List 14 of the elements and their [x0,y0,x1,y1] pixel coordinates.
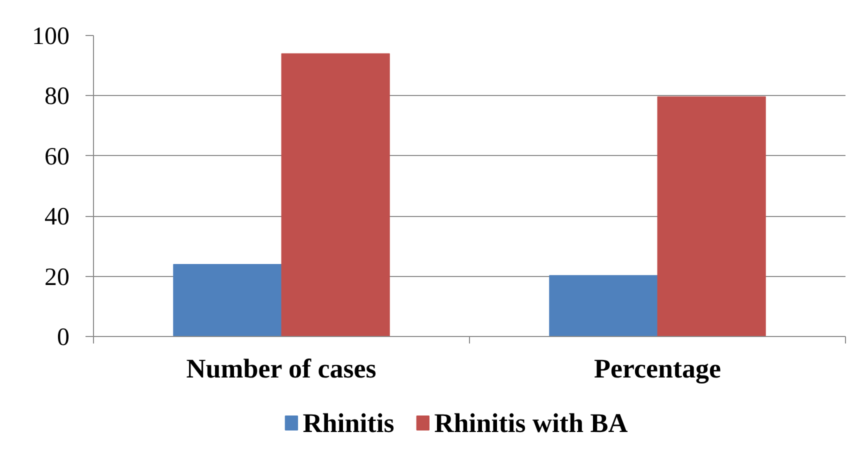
bar [173,264,282,336]
x-tick-label: Percentage [594,354,721,384]
y-tick-label: 100 [32,23,70,50]
y-tick-label: 60 [44,143,70,170]
y-tick-label: 20 [44,264,70,291]
y-tick-label: 0 [57,324,70,351]
y-tick-label: 40 [44,204,70,231]
bar [549,275,658,336]
legend-label: Rhinitis [302,408,394,438]
bar [657,96,766,336]
legend-label: Rhinitis with BA [434,408,628,438]
x-tick-label: Number of cases [186,354,376,384]
y-tick-label: 80 [44,83,70,110]
bar [281,53,390,336]
